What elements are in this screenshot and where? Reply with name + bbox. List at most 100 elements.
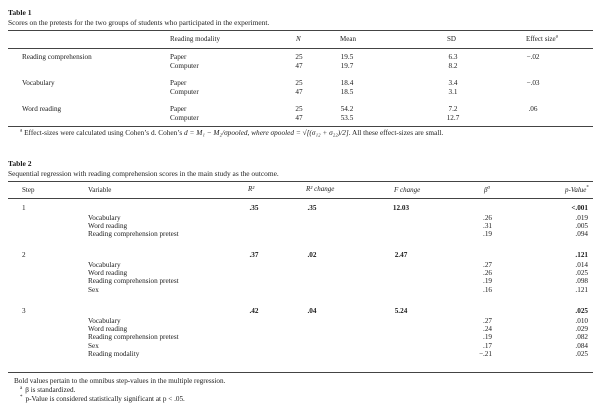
table2-step-p-value: .025 — [575, 307, 588, 315]
table2-caption: Sequential regression with reading compr… — [8, 169, 279, 178]
table2-variable: Reading comprehension pretest — [88, 277, 179, 286]
table1-measure: Reading comprehension — [22, 53, 92, 61]
table2-label: Table 2 — [8, 159, 32, 168]
table2-top-rule — [8, 181, 593, 182]
table2-beta: .16 — [483, 285, 492, 294]
table2-p-value: .014 — [575, 261, 588, 269]
table1-footnote-mark: a — [20, 128, 23, 134]
table1-mean: 53.5 — [340, 113, 354, 122]
table1-bottom-rule — [8, 126, 593, 127]
table1-n: 47 — [295, 61, 303, 70]
table2-beta: .24 — [483, 325, 492, 334]
table2-note-text: β is standardized. — [25, 386, 76, 394]
table2-beta: .19 — [483, 277, 492, 286]
table2-r2-change: .04 — [307, 307, 317, 315]
table2-variable: Sex — [88, 341, 99, 350]
table2-step-p-value: <.001 — [571, 204, 588, 212]
table1-effect-size: −.02 — [526, 53, 540, 61]
table2-beta: .26 — [483, 269, 492, 278]
table2-header-beta: βa — [484, 185, 490, 194]
table2-note-text: p-Value is considered statistically sign… — [25, 395, 185, 403]
table1-sd: 3.4 — [448, 79, 458, 87]
table1-caption: Scores on the pretests for the two group… — [8, 18, 270, 27]
table1-modality: Paper — [170, 53, 187, 61]
table1-mean: 18.4 — [340, 79, 354, 87]
table2-f-change: 2.47 — [394, 251, 408, 259]
table2-p-value: .029 — [575, 325, 588, 334]
table2-variable: Sex — [88, 285, 99, 294]
table2-r2: .42 — [249, 307, 259, 315]
table1-sd: 6.3 — [448, 53, 458, 61]
table2-header-r2: R² — [248, 185, 255, 193]
table2-header-rule — [8, 198, 593, 199]
table1-mean: 19.5 — [340, 53, 354, 61]
table2-p-value: .082 — [575, 333, 588, 342]
table2-header-p: p-Value* — [565, 185, 589, 194]
table1-n: 47 — [295, 113, 303, 122]
table1-header-sd: SD — [447, 35, 456, 43]
table1-header-mean: Mean — [340, 35, 356, 43]
table2-beta: .31 — [483, 222, 492, 231]
table1-sd: 12.7 — [446, 113, 460, 122]
table2-note-mark: a — [20, 385, 23, 391]
table1-header-modality: Reading modality — [170, 35, 220, 43]
table2-variable: Word reading — [88, 222, 128, 231]
table1-n: 25 — [295, 79, 303, 87]
table1-mean: 19.7 — [340, 61, 354, 70]
table2-note: * p-Value is considered statistically sig… — [20, 394, 185, 403]
table2-header-variable: Variable — [88, 186, 112, 194]
table2-p-value: .019 — [575, 214, 588, 222]
table2-r2: .35 — [249, 204, 259, 212]
table2-beta: −.21 — [478, 349, 492, 358]
table1-top-rule — [8, 30, 593, 31]
table1-modality: Computer — [170, 87, 199, 96]
table2-f-change: 12.03 — [392, 204, 410, 212]
table2-bottom-rule — [8, 372, 593, 373]
table2-p-value: .005 — [575, 222, 588, 231]
table2-step-number: 3 — [22, 307, 26, 315]
table1-footnote: a Effect-sizes were calculated using Coh… — [20, 128, 444, 137]
table1-modality: Computer — [170, 113, 199, 122]
table1-effect-size: −.03 — [526, 79, 540, 87]
table2-p-value: .010 — [575, 317, 588, 325]
table1-n: 47 — [295, 87, 303, 96]
table1-sd: 8.2 — [448, 61, 458, 70]
table2-p-value: .121 — [575, 285, 588, 294]
table1-mean: 18.5 — [340, 87, 354, 96]
table2-beta: .27 — [483, 261, 492, 269]
table1-sd: 7.2 — [448, 105, 458, 113]
table2-beta: .17 — [483, 341, 492, 350]
table2-f-change: 5.24 — [394, 307, 408, 315]
table2-note: Bold values pertain to the omnibus step-… — [14, 377, 225, 385]
table2-p-value: .098 — [575, 277, 588, 286]
table1-n: 25 — [295, 53, 303, 61]
table2-r2-change: .02 — [307, 251, 317, 259]
table2-variable: Reading comprehension pretest — [88, 333, 179, 342]
table2-variable: Vocabulary — [88, 261, 121, 269]
table2-p-value: .084 — [575, 341, 588, 350]
table2-beta: .19 — [483, 333, 492, 342]
table2-step-number: 2 — [22, 251, 26, 259]
table2-note-mark: * — [20, 394, 23, 400]
table1-modality: Paper — [170, 105, 187, 113]
table2-r2-change: .35 — [307, 204, 317, 212]
table1-measure: Vocabulary — [22, 79, 55, 87]
table1-effect-size: .06 — [528, 105, 538, 113]
table1-modality: Paper — [170, 79, 187, 87]
table2-header-step: Step — [22, 186, 35, 194]
table2-header-fchange: F change — [394, 186, 421, 194]
table1-header-rule — [8, 48, 593, 49]
table2-step-p-value: .121 — [575, 251, 588, 259]
table2-p-value: .025 — [575, 349, 588, 358]
table1-header-effect: Effect sizea — [526, 34, 558, 43]
table2-beta: .19 — [483, 230, 492, 239]
table1-measure: Word reading — [22, 105, 62, 113]
table2-step-number: 1 — [22, 204, 26, 212]
table2-variable: Vocabulary — [88, 214, 121, 222]
table2-header-r2change: R² change — [306, 185, 335, 193]
table2-variable: Reading modality — [88, 349, 140, 358]
table2-beta: .26 — [483, 214, 492, 222]
table1-sd: 3.1 — [448, 87, 458, 96]
table1-modality: Computer — [170, 61, 199, 70]
